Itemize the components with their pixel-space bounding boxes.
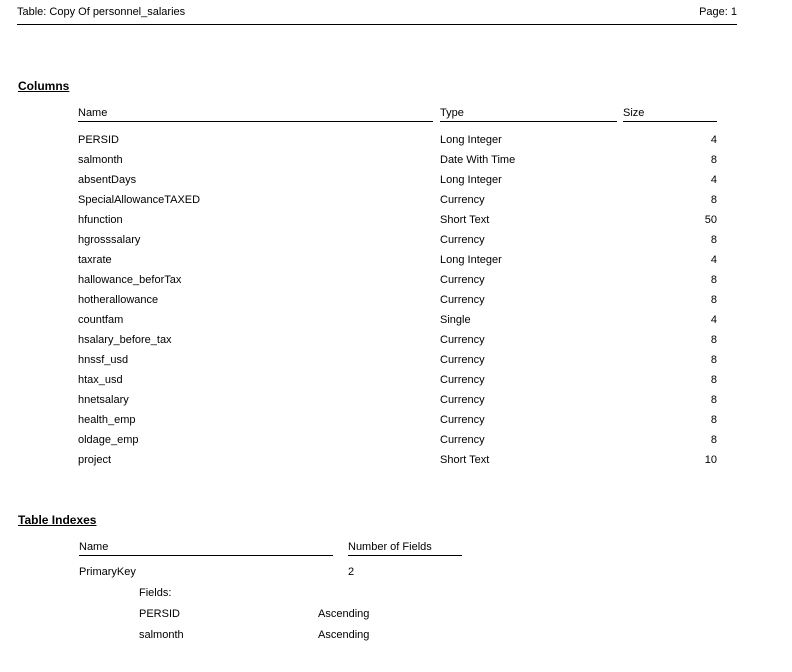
index-field-order: Ascending <box>318 629 370 641</box>
table-row: countfam Single 4 <box>78 310 717 330</box>
columns-header-type: Type <box>440 105 617 122</box>
column-type: Currency <box>440 294 485 306</box>
table-row: hnssf_usd Currency 8 <box>78 350 717 370</box>
column-name: hallowance_beforTax <box>78 274 182 286</box>
index-field-row: salmonth Ascending <box>79 625 462 646</box>
index-name: PrimaryKey <box>79 566 136 578</box>
column-name: health_emp <box>78 414 136 426</box>
table-row: hnetsalary Currency 8 <box>78 390 717 410</box>
column-name: hnetsalary <box>78 394 129 406</box>
column-size: 4 <box>710 174 717 186</box>
table-row: taxrate Long Integer 4 <box>78 250 717 270</box>
column-name: salmonth <box>78 154 123 166</box>
columns-section-heading: Columns <box>18 79 70 93</box>
column-size: 10 <box>704 454 717 466</box>
column-type: Currency <box>440 354 485 366</box>
column-size: 50 <box>704 214 717 226</box>
report-title: Table: Copy Of personnel_salaries <box>17 6 186 18</box>
column-type: Long Integer <box>440 254 502 266</box>
columns-header-size: Size <box>623 105 717 122</box>
table-row: hsalary_before_tax Currency 8 <box>78 330 717 350</box>
column-name: hgrosssalary <box>78 234 141 246</box>
table-row: hfunction Short Text 50 <box>78 210 717 230</box>
column-type: Currency <box>440 334 485 346</box>
table-row: htax_usd Currency 8 <box>78 370 717 390</box>
column-size: 8 <box>710 434 717 446</box>
table-row: PERSID Long Integer 4 <box>78 130 717 150</box>
index-num-fields: 2 <box>348 566 355 578</box>
table-row: hgrosssalary Currency 8 <box>78 230 717 250</box>
indexes-table-header: Name Number of Fields <box>79 539 462 556</box>
column-name: hfunction <box>78 214 123 226</box>
indexes-header-name: Name <box>79 539 333 556</box>
column-type: Single <box>440 314 471 326</box>
column-size: 4 <box>710 314 717 326</box>
table-row: absentDays Long Integer 4 <box>78 170 717 190</box>
indexes-section-heading: Table Indexes <box>18 513 97 527</box>
column-type: Currency <box>440 374 485 386</box>
indexes-table: Name Number of Fields PrimaryKey 2 Field… <box>79 539 462 646</box>
column-type: Currency <box>440 434 485 446</box>
table-row: health_emp Currency 8 <box>78 410 717 430</box>
table-row: project Short Text 10 <box>78 450 717 470</box>
columns-header-name: Name <box>78 105 433 122</box>
column-name: SpecialAllowanceTAXED <box>78 194 201 206</box>
table-row: SpecialAllowanceTAXED Currency 8 <box>78 190 717 210</box>
column-size: 8 <box>710 394 717 406</box>
table-row: oldage_emp Currency 8 <box>78 430 717 450</box>
column-size: 8 <box>710 234 717 246</box>
column-name: countfam <box>78 314 124 326</box>
indexes-table-rows: PrimaryKey 2 Fields: PERSID Ascending sa… <box>79 562 462 646</box>
column-size: 8 <box>710 374 717 386</box>
columns-table: Name Type Size PERSID Long Integer 4 sal… <box>78 105 717 470</box>
column-size: 8 <box>710 334 717 346</box>
index-fields-label: Fields: <box>139 587 172 599</box>
column-size: 8 <box>710 294 717 306</box>
column-type: Date With Time <box>440 154 516 166</box>
column-size: 8 <box>710 414 717 426</box>
column-type: Long Integer <box>440 134 502 146</box>
column-name: taxrate <box>78 254 112 266</box>
index-field-name: salmonth <box>139 629 184 641</box>
table-row: salmonth Date With Time 8 <box>78 150 717 170</box>
report-header: Table: Copy Of personnel_salaries Page: … <box>17 0 737 25</box>
column-size: 4 <box>710 134 717 146</box>
column-type: Currency <box>440 414 485 426</box>
column-name: hsalary_before_tax <box>78 334 172 346</box>
index-field-order: Ascending <box>318 608 370 620</box>
columns-table-header: Name Type Size <box>78 105 717 122</box>
index-field-name: PERSID <box>139 608 180 620</box>
column-name: hotherallowance <box>78 294 159 306</box>
column-size: 8 <box>710 354 717 366</box>
column-name: project <box>78 454 112 466</box>
index-block: PrimaryKey 2 Fields: PERSID Ascending sa… <box>79 562 462 646</box>
column-type: Short Text <box>440 454 490 466</box>
column-size: 8 <box>710 274 717 286</box>
page-number: Page: 1 <box>699 6 737 18</box>
column-size: 8 <box>710 194 717 206</box>
column-name: htax_usd <box>78 374 123 386</box>
column-name: PERSID <box>78 134 119 146</box>
indexes-header-num-fields: Number of Fields <box>348 539 462 556</box>
column-type: Currency <box>440 234 485 246</box>
column-type: Long Integer <box>440 174 502 186</box>
column-size: 8 <box>710 154 717 166</box>
column-type: Currency <box>440 194 485 206</box>
index-field-row: PERSID Ascending <box>79 604 462 625</box>
column-type: Short Text <box>440 214 490 226</box>
column-size: 4 <box>710 254 717 266</box>
table-row: hallowance_beforTax Currency 8 <box>78 270 717 290</box>
column-name: absentDays <box>78 174 137 186</box>
column-type: Currency <box>440 394 485 406</box>
index-fields-list: PERSID Ascending salmonth Ascending <box>79 604 462 646</box>
column-name: hnssf_usd <box>78 354 129 366</box>
column-type: Currency <box>440 274 485 286</box>
index-row: PrimaryKey 2 <box>79 562 462 583</box>
column-name: oldage_emp <box>78 434 139 446</box>
table-row: hotherallowance Currency 8 <box>78 290 717 310</box>
columns-table-rows: PERSID Long Integer 4 salmonth Date With… <box>78 130 717 470</box>
